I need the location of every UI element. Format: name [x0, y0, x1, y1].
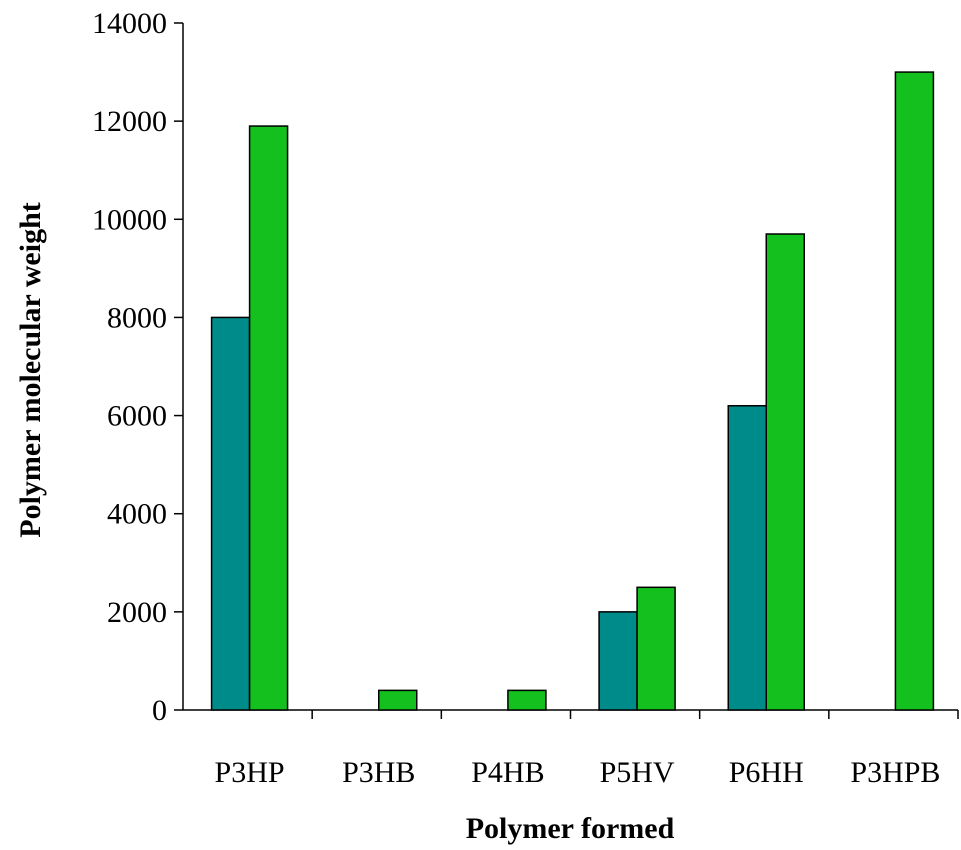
x-tick-label: P3HB	[342, 756, 415, 789]
y-tick-label: 10000	[92, 203, 167, 236]
y-tick-label: 6000	[107, 400, 167, 433]
bar-p3hp-series-2	[248, 125, 289, 711]
bar-p3hp-series-1	[210, 316, 251, 711]
y-axis-title: Polymer molecular weight	[14, 202, 47, 537]
x-tick-label: P6HH	[729, 756, 804, 789]
plot-area: 0 2000 4000 6000 8000 10000 12000 14000 P3HP P3HB…	[92, 7, 959, 789]
bar-p6hh-series-1	[727, 405, 767, 711]
bar-p6hh-series-2	[765, 233, 805, 711]
bar-p3hpb-series-2	[894, 71, 935, 711]
y-tick-label: 4000	[107, 498, 167, 531]
x-tick-label: P3HP	[215, 756, 285, 789]
y-tick-label: 12000	[92, 105, 167, 138]
bar-p3hb-series-2	[378, 689, 418, 711]
y-tick-label: 2000	[107, 596, 167, 629]
x-tick-label: P3HPB	[850, 756, 940, 789]
bar-p4hb-series-2	[507, 689, 547, 711]
y-tick-label: 8000	[107, 301, 167, 334]
x-tick-label: P4HB	[471, 756, 544, 789]
y-tick-label: 14000	[92, 7, 167, 40]
bar-p5hv-series-2	[636, 586, 676, 711]
y-tick-label: 0	[152, 694, 167, 727]
x-axis-title: Polymer formed	[466, 812, 675, 845]
bar-p5hv-series-1	[598, 611, 638, 711]
x-tick-label: P5HV	[600, 756, 675, 789]
